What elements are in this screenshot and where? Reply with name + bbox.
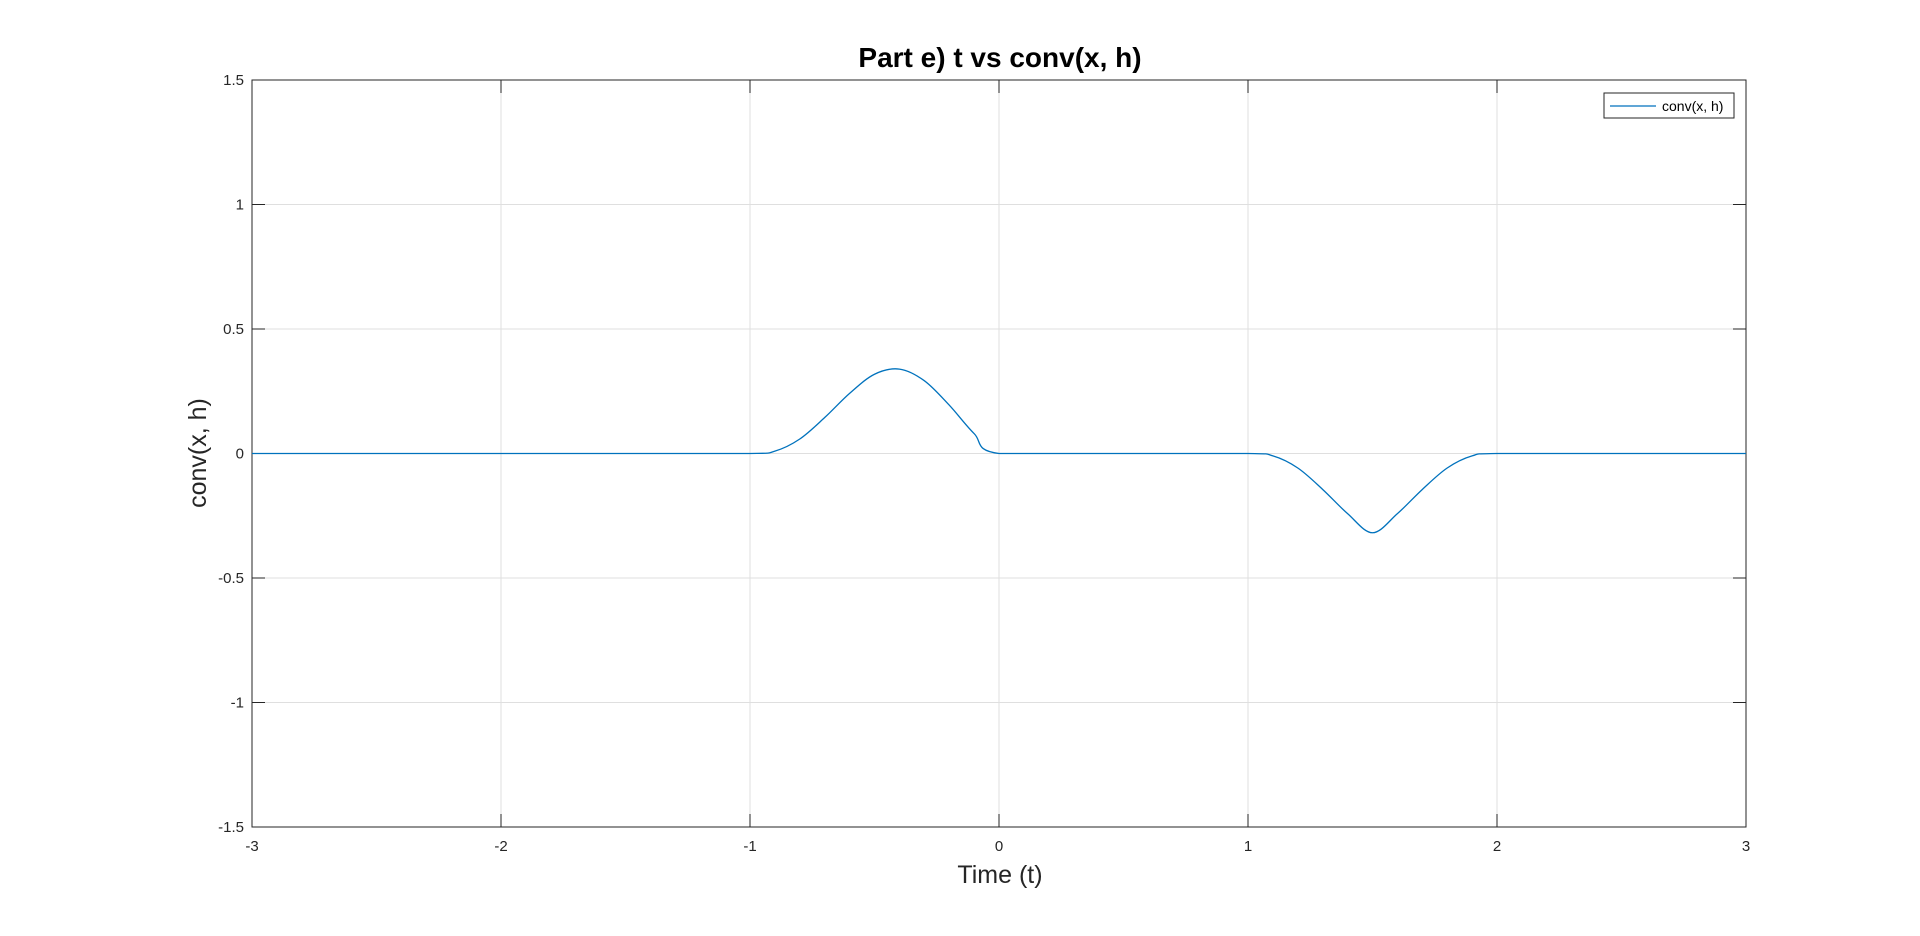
chart-title: Part e) t vs conv(x, h) bbox=[858, 42, 1141, 73]
x-tick-label: -2 bbox=[494, 838, 507, 855]
x-tick-label: 0 bbox=[995, 838, 1003, 855]
x-tick-label: 1 bbox=[1244, 838, 1252, 855]
y-tick-label: 0 bbox=[236, 446, 244, 463]
series-line-conv bbox=[251, 368, 1746, 534]
y-tick-label: -1.5 bbox=[218, 819, 244, 836]
y-tick-labels: -1.5 -1 -0.5 0 0.5 1 1.5 bbox=[218, 72, 244, 836]
y-tick-label: 0.5 bbox=[223, 321, 244, 338]
x-tick-label: -3 bbox=[245, 838, 258, 855]
y-axis-label: conv(x, h) bbox=[184, 398, 212, 508]
y-tick-label: -1 bbox=[231, 695, 244, 712]
x-tick-labels: -3 -2 -1 0 1 2 3 bbox=[245, 838, 1750, 855]
x-tick-label: -1 bbox=[743, 838, 756, 855]
y-tick-label: -0.5 bbox=[218, 570, 244, 587]
x-tick-label: 2 bbox=[1493, 838, 1501, 855]
plot-series bbox=[251, 368, 1746, 534]
legend-label-conv: conv(x, h) bbox=[1662, 98, 1723, 114]
y-tick-label: 1 bbox=[236, 197, 244, 214]
legend: conv(x, h) bbox=[1603, 92, 1735, 119]
x-tick-label: 3 bbox=[1742, 838, 1750, 855]
x-axis-label: Time (t) bbox=[957, 861, 1042, 889]
y-tick-label: 1.5 bbox=[223, 72, 244, 89]
